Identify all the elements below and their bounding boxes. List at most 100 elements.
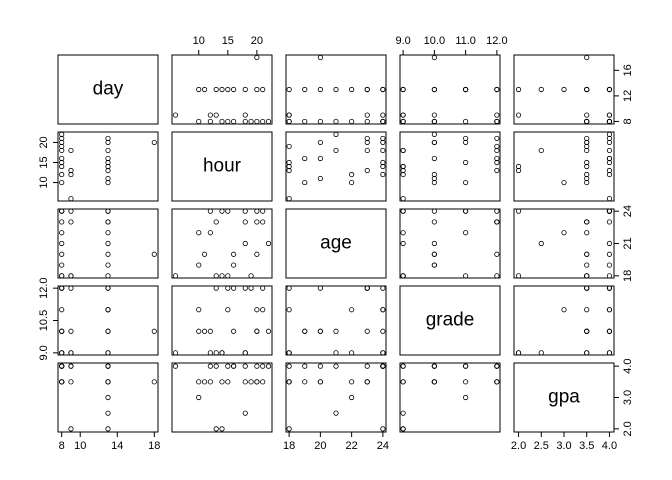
panel-frame (285, 285, 387, 356)
point (105, 240, 111, 247)
x-tick-label: 15 (222, 35, 234, 47)
point (105, 219, 111, 225)
point (494, 363, 500, 369)
point (196, 328, 202, 334)
point (213, 219, 219, 225)
point (364, 118, 370, 125)
x-tick-label: 18 (148, 440, 160, 452)
variable-label: grade (426, 310, 475, 331)
point (59, 230, 65, 236)
point (606, 251, 613, 257)
point (242, 240, 248, 247)
point (213, 363, 219, 369)
point (225, 86, 231, 93)
point (584, 230, 590, 236)
point (265, 328, 272, 334)
point (317, 155, 323, 162)
point (400, 147, 406, 154)
point (231, 86, 237, 93)
point (201, 379, 208, 385)
point (207, 363, 213, 369)
point (584, 285, 590, 291)
point (584, 350, 590, 356)
panel-frame (285, 362, 387, 433)
point (68, 195, 74, 202)
point (431, 112, 437, 118)
point (494, 118, 500, 125)
point (400, 195, 406, 202)
point (219, 86, 225, 93)
point (59, 285, 65, 291)
panel-frame (513, 131, 615, 202)
point (606, 307, 613, 313)
point (254, 208, 260, 214)
point (400, 379, 406, 385)
point (400, 273, 406, 279)
variable-label: gpa (548, 387, 580, 408)
point (380, 163, 386, 170)
point (105, 147, 111, 154)
point (302, 86, 308, 93)
point (68, 328, 74, 334)
point (431, 175, 437, 182)
point (606, 195, 613, 202)
point (231, 262, 237, 268)
point (400, 118, 406, 125)
point (59, 251, 65, 257)
point (584, 273, 590, 279)
point (349, 307, 355, 313)
y-tick-label: 18 (622, 270, 634, 282)
point (225, 379, 231, 385)
point (254, 219, 260, 225)
point (286, 379, 292, 385)
point (302, 363, 308, 369)
point (242, 285, 248, 291)
point (59, 159, 65, 166)
point (380, 328, 386, 334)
point (302, 118, 308, 125)
point (225, 307, 231, 313)
point (515, 208, 522, 214)
point (302, 179, 308, 186)
point (584, 175, 590, 182)
panel-frame (57, 285, 159, 356)
point (364, 86, 370, 93)
point (225, 208, 231, 214)
point (584, 251, 590, 257)
x-tick-label: 4.0 (602, 440, 617, 452)
point (172, 350, 179, 356)
point (260, 208, 266, 214)
point (196, 118, 202, 125)
point (68, 426, 74, 432)
point (207, 118, 213, 125)
point (254, 328, 260, 334)
point (260, 118, 266, 125)
y-tick-label: 10.5 (38, 310, 50, 331)
point (317, 379, 323, 385)
panel-frame (171, 285, 273, 356)
point (494, 208, 500, 214)
x-tick-label: 2.5 (534, 440, 549, 452)
point (286, 143, 292, 150)
point (463, 86, 469, 93)
point (59, 350, 65, 356)
point (59, 179, 65, 186)
x-tick-label: 14 (111, 440, 123, 452)
point (380, 171, 386, 178)
point (59, 208, 65, 214)
point (515, 350, 522, 356)
point (317, 285, 323, 291)
y-tick-label: 16 (622, 64, 634, 76)
point (105, 179, 111, 186)
point (606, 262, 613, 268)
panel-frame (285, 54, 387, 125)
point (151, 379, 157, 385)
point (349, 394, 355, 401)
point (364, 147, 370, 154)
point (349, 350, 355, 356)
point (538, 147, 544, 154)
point (494, 112, 500, 118)
point (349, 118, 355, 125)
point (400, 86, 406, 93)
